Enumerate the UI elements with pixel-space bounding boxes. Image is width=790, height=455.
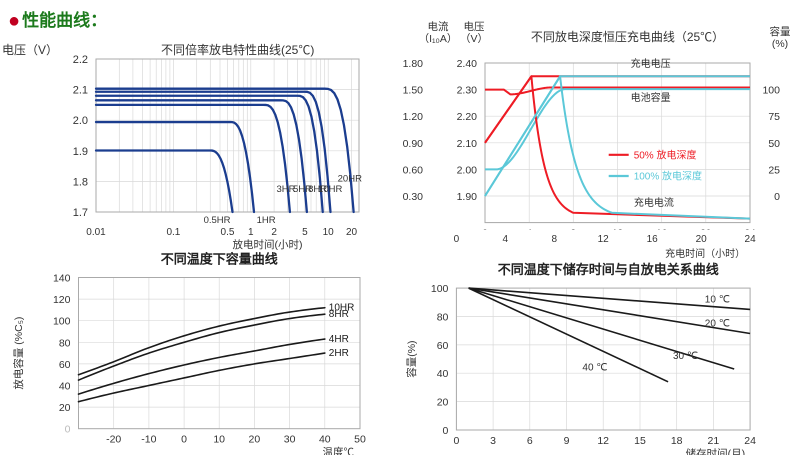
svg-text:电压: 电压 [464,20,485,33]
svg-text:60: 60 [437,340,449,352]
svg-text:0: 0 [65,424,71,436]
svg-text:4: 4 [503,234,509,245]
svg-text:16: 16 [647,234,659,245]
svg-text:0.90: 0.90 [403,138,424,150]
svg-text:(%): (%) [772,38,788,50]
svg-text:0.60: 0.60 [403,164,424,176]
svg-text:100: 100 [762,85,780,97]
svg-text:0.30: 0.30 [403,191,424,203]
svg-text:40: 40 [59,381,71,393]
svg-text:（V）: （V） [460,33,488,45]
svg-text:0: 0 [443,425,449,437]
svg-text:24: 24 [744,435,756,447]
svg-text:（I₁₀A）: （I₁₀A） [419,33,458,45]
svg-text:3: 3 [490,435,496,447]
svg-text:20 ℃: 20 ℃ [705,318,730,329]
svg-text:6: 6 [527,435,533,447]
svg-text:21: 21 [708,435,720,447]
svg-text:100: 100 [431,283,449,295]
svg-text:4HR: 4HR [329,334,349,345]
svg-text:100% 放电深度: 100% 放电深度 [634,170,702,183]
svg-text:2.0: 2.0 [73,115,88,127]
svg-text:储存时间(月): 储存时间(月) [686,447,746,455]
svg-text:30: 30 [284,434,296,446]
svg-text:1HR: 1HR [257,215,276,226]
svg-text:1.50: 1.50 [403,85,424,97]
svg-text:2.20: 2.20 [457,111,478,123]
svg-text:20: 20 [59,402,71,414]
svg-text:20HR: 20HR [338,173,362,184]
svg-text:9: 9 [564,435,570,447]
svg-text:1.9: 1.9 [73,146,88,158]
svg-text:0: 0 [774,191,780,203]
svg-text:2.2: 2.2 [73,54,88,66]
svg-text:10 ℃: 10 ℃ [705,294,730,305]
svg-text:12: 12 [597,435,609,447]
svg-text:2.00: 2.00 [457,164,478,176]
svg-text:电压（V）: 电压（V） [2,43,58,57]
svg-text:40 ℃: 40 ℃ [582,362,607,373]
svg-text:20: 20 [249,434,261,446]
svg-text:24: 24 [745,234,757,245]
svg-text:不同温度下容量曲线: 不同温度下容量曲线 [161,252,278,267]
svg-text:不同温度下储存时间与自放电关系曲线: 不同温度下储存时间与自放电关系曲线 [498,262,719,277]
svg-text:80: 80 [59,337,71,349]
svg-text:40: 40 [319,434,331,446]
svg-text:8: 8 [552,234,558,245]
svg-text:50: 50 [354,434,366,446]
svg-text:15: 15 [634,435,646,447]
svg-text:80: 80 [437,312,449,324]
svg-text:充电时间（小时）: 充电时间（小时） [665,247,745,260]
svg-text:2HR: 2HR [329,348,349,359]
svg-text:0.5HR: 0.5HR [204,215,231,226]
svg-text:10HR: 10HR [318,184,342,195]
svg-text:12: 12 [598,234,610,245]
svg-text:容量: 容量 [770,25,790,38]
svg-text:2.1: 2.1 [73,85,88,97]
svg-text:40: 40 [437,368,449,380]
svg-text:0: 0 [453,435,459,447]
svg-text:1.20: 1.20 [403,111,424,123]
svg-text:-10: -10 [141,434,156,446]
svg-text:1.8: 1.8 [73,176,88,188]
svg-text:充电电流: 充电电流 [634,196,674,209]
svg-text:0: 0 [454,234,460,245]
svg-text:100: 100 [53,316,71,328]
svg-text:1.80: 1.80 [403,58,424,70]
svg-text:20: 20 [696,234,708,245]
svg-text:120: 120 [53,294,71,306]
svg-text:-20: -20 [106,434,121,446]
svg-text:10: 10 [213,434,225,446]
svg-text:1.90: 1.90 [457,191,478,203]
svg-text:充电电压: 充电电压 [631,57,671,70]
svg-text:2.40: 2.40 [457,58,478,70]
svg-text:1.7: 1.7 [73,207,88,219]
svg-text:电流: 电流 [428,20,449,33]
svg-text:140: 140 [53,273,71,285]
svg-text:20: 20 [437,397,449,409]
svg-text:18: 18 [671,435,683,447]
svg-text:电池容量: 电池容量 [631,91,671,104]
svg-text:2.10: 2.10 [457,138,478,150]
svg-text:30 ℃: 30 ℃ [673,351,698,362]
svg-text:25: 25 [768,164,780,176]
svg-text:60: 60 [59,359,71,371]
svg-text:温度℃: 温度℃ [323,446,355,455]
svg-text:50: 50 [768,138,780,150]
svg-text:8HR: 8HR [329,309,349,320]
svg-text:50% 放电深度: 50% 放电深度 [634,148,697,161]
svg-text:容量(%): 容量(%) [405,340,418,377]
svg-text:不同放电深度恒压充电曲线（25℃）: 不同放电深度恒压充电曲线（25℃） [531,29,724,44]
svg-text:75: 75 [768,111,780,123]
svg-text:放电容量 (%C₅): 放电容量 (%C₅) [12,317,25,390]
svg-text:0: 0 [181,434,187,446]
svg-text:2.30: 2.30 [457,85,478,97]
svg-text:不同倍率放电特性曲线(25℃): 不同倍率放电特性曲线(25℃) [161,42,314,57]
